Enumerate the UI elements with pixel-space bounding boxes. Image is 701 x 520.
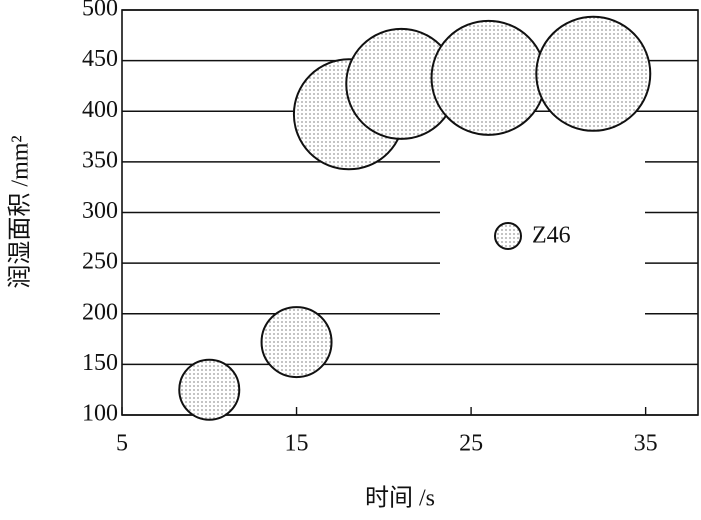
y-tick-label: 500 <box>82 0 118 22</box>
y-tick-label: 300 <box>82 198 118 224</box>
y-tick-label: 350 <box>82 147 118 173</box>
bubble <box>260 306 333 379</box>
y-tick-label: 450 <box>82 46 118 72</box>
legend-label: Z46 <box>532 223 571 249</box>
legend-box <box>440 160 645 315</box>
legend-marker <box>494 222 522 250</box>
y-tick-label: 100 <box>82 401 118 427</box>
bubble <box>178 358 241 421</box>
x-tick-label: 25 <box>459 431 483 457</box>
y-tick-label: 250 <box>82 249 118 275</box>
x-axis-label: 时间 /s <box>365 485 435 512</box>
x-tick-label: 5 <box>116 431 128 457</box>
y-axis-label: 润湿面积 /mm² <box>7 135 34 288</box>
bubble <box>430 19 547 136</box>
x-tick-label: 35 <box>634 431 658 457</box>
x-tick-label: 15 <box>285 431 309 457</box>
bubble <box>535 15 652 132</box>
plot-frame <box>121 9 699 416</box>
y-tick-label: 400 <box>82 97 118 123</box>
y-tick-label: 150 <box>82 350 118 376</box>
y-tick-label: 200 <box>82 299 118 325</box>
